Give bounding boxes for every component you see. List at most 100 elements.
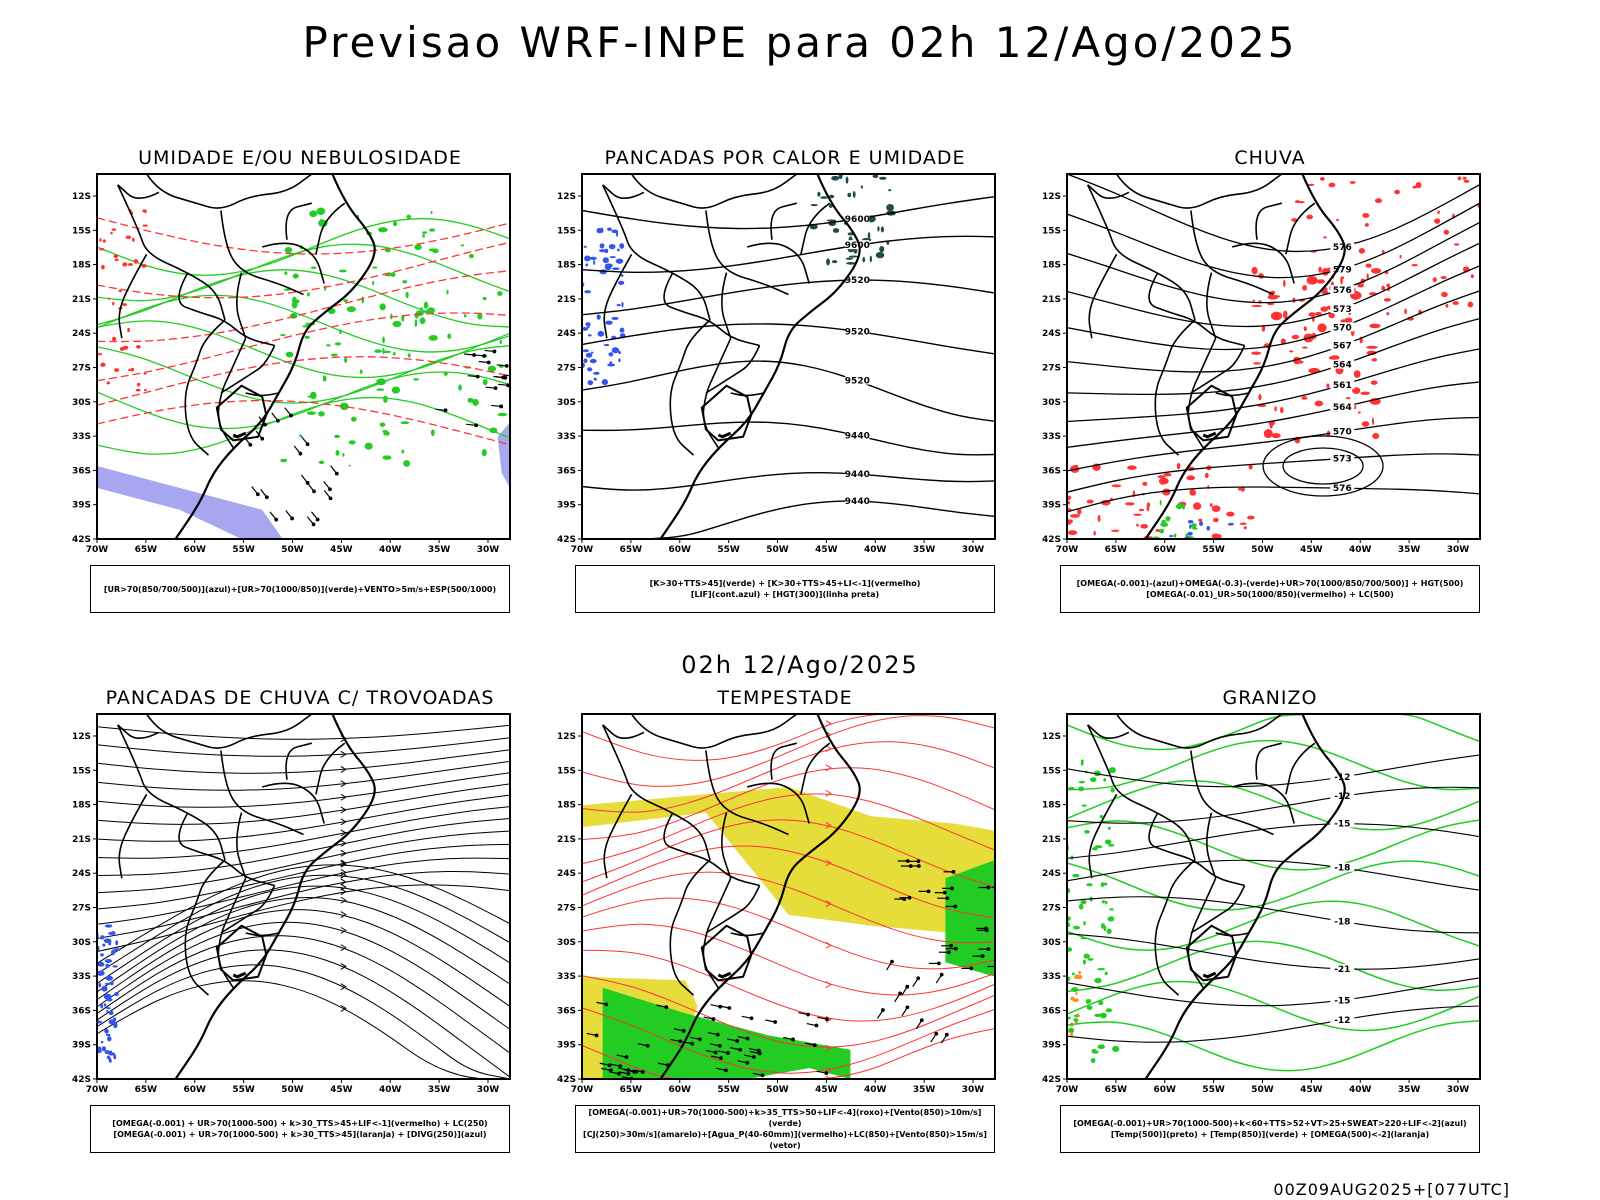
shade-blob [460,244,465,247]
lon-label: 65W [620,1085,643,1095]
contour-line [582,235,995,274]
lon-label: 55W [232,545,255,555]
shade-blob [403,460,411,467]
shade-blob [283,288,291,291]
lat-label: 27S [72,364,91,374]
humidity-red-west [97,209,148,392]
shade-blob [280,333,286,336]
country-border [261,242,325,284]
country-border [730,932,764,937]
shade-blob [108,939,112,946]
country-border [1215,392,1249,397]
lon-label: 65W [1105,1085,1128,1095]
streamline-arrow [340,983,347,991]
wind-vector-head [905,859,910,863]
wind-vector-head [881,1008,885,1012]
lat-label: 42S [557,1075,576,1085]
wind-vector [503,374,510,377]
streamline [97,806,510,859]
shade-blob [463,314,467,318]
panel-legend: [OMEGA(-0.001)+UR>70(1000-500)+k>35_TTS>… [575,1105,995,1153]
wind-vector-head [937,961,941,966]
shade-blob [1067,947,1073,952]
contour-label-bg [1330,340,1355,350]
lon-label: 50W [281,1085,304,1095]
shade-blob [382,455,392,460]
streamline [97,794,510,842]
shade-blob [1108,767,1116,774]
lat-label: 18S [557,801,576,811]
shade-blob [880,226,884,233]
map-boundaries [601,714,861,1079]
shade-blob [583,358,588,364]
main-title: Previsao WRF-INPE para 02h 12/Ago/2025 [302,18,1298,67]
wind-vector-head [472,353,477,357]
shade-blob [1328,312,1335,319]
country-border [630,714,798,749]
lat-label: 15S [1042,226,1061,236]
shade-blob [1083,953,1090,959]
wind-vector-head [503,375,508,380]
shade-blob [344,357,348,364]
streamline-arrow [825,720,832,727]
lon-label: 55W [717,1085,740,1095]
lon-label: 40W [864,545,887,555]
contour-line [97,356,510,406]
wind-vector-head [311,522,316,527]
wind-vector-head [486,360,491,365]
shade-blob [105,975,114,981]
contour-label-bg [845,468,870,478]
lon-label: 50W [1251,1085,1274,1095]
country-border [721,272,732,339]
shade-blob [133,259,139,264]
wind-vector-head [749,1016,754,1021]
contour-line [1067,739,1480,791]
shade-blob [292,296,297,305]
shade-blob [1100,882,1105,888]
lon-label: 60W [1154,545,1177,555]
shade-blob [1198,518,1203,522]
contour-line [1067,933,1480,970]
shade-blob [112,965,119,968]
shade-blob [106,1010,109,1013]
shade-blob [1291,334,1300,340]
shade-blob [316,207,326,216]
shade-blob [1138,508,1145,512]
contour-label-bg [1330,264,1355,274]
contour-line [1067,265,1480,351]
wind-vector-head [905,1005,910,1010]
shade-blob [1078,780,1086,784]
lat-label: 18S [72,801,91,811]
map-frame [1066,173,1481,540]
streamline-arrow [825,859,832,867]
shade-blob [429,228,436,232]
shade-blob [121,303,127,307]
wind-vector-head [890,959,894,964]
shade-blob [1358,248,1366,254]
shade-blob [285,351,294,358]
wind-vectors [435,349,510,428]
wind-vector-head [492,349,497,354]
shade-blob [845,257,853,260]
shade-blob [1365,263,1372,268]
map-plot-area [97,174,510,539]
shade-blob [419,317,426,325]
shade-blob [1072,873,1080,878]
lat-label: 39S [557,1041,576,1051]
lat-label: 15S [72,226,91,236]
panel-title: CHUVA [1234,147,1306,169]
shade-blob [482,296,487,301]
wind-vector-head [953,946,958,951]
shade-blob [392,221,398,227]
lat-label: 36S [72,1006,91,1016]
shade-blob [1267,294,1279,300]
shade-blob [1282,310,1288,319]
wind-vector-head [711,1017,716,1021]
shade-blob [618,358,621,363]
shade-blob [114,258,119,261]
shade-blob [1247,515,1255,520]
streamline [97,830,510,894]
shade-blob [1101,923,1105,926]
panel-title: GRANIZO [1222,687,1318,709]
shade-blob [1107,826,1111,830]
